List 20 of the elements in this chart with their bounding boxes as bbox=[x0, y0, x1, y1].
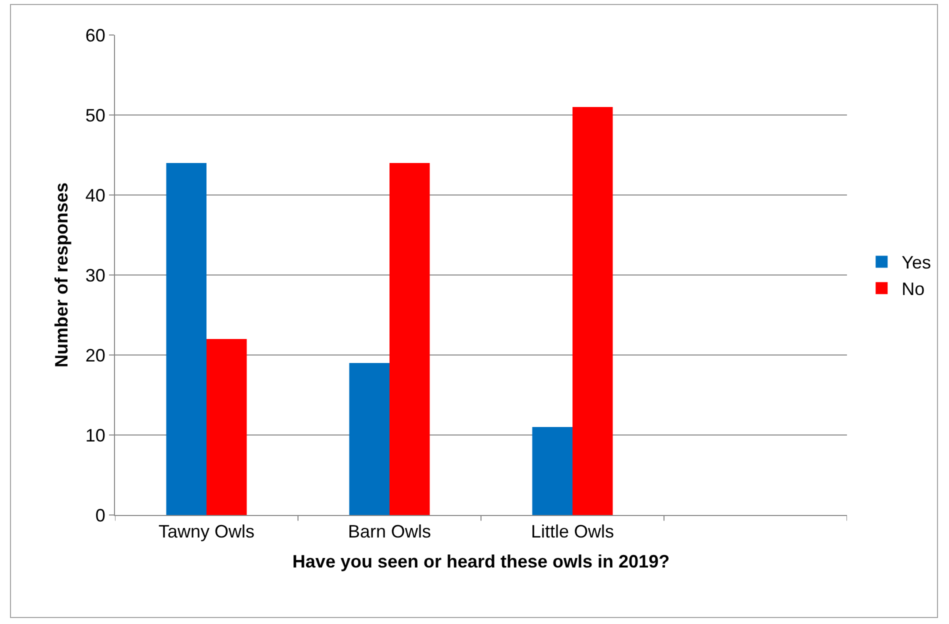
bar bbox=[532, 427, 572, 515]
y-tick-label: 30 bbox=[85, 265, 106, 286]
y-axis-title: Number of responses bbox=[52, 182, 72, 368]
y-tick-label: 60 bbox=[85, 25, 106, 46]
legend-label: No bbox=[902, 279, 925, 300]
bar bbox=[572, 107, 613, 515]
bar bbox=[166, 163, 206, 515]
x-tick-label: Barn Owls bbox=[348, 522, 432, 542]
bar bbox=[390, 163, 430, 515]
bar bbox=[206, 339, 247, 515]
y-tick-label: 0 bbox=[95, 505, 106, 526]
x-tick-label: Little Owls bbox=[530, 522, 614, 542]
bar bbox=[349, 363, 390, 515]
y-tick-label: 10 bbox=[85, 425, 106, 446]
x-tick-label: Tawny Owls bbox=[158, 522, 255, 542]
legend-label: Yes bbox=[902, 252, 932, 273]
y-tick-label: 20 bbox=[85, 345, 106, 366]
y-tick-label: 40 bbox=[85, 185, 106, 206]
y-tick-label: 50 bbox=[85, 105, 106, 126]
x-axis-title: Have you seen or heard these owls in 2019? bbox=[292, 552, 670, 572]
